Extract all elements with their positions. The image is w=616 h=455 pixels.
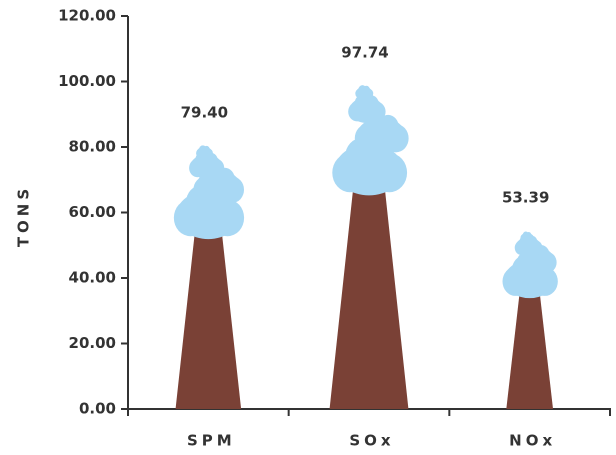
y-tick-label: 120.00: [58, 7, 116, 25]
x-tick-label: NOx: [509, 432, 556, 450]
x-tick-label: SPM: [187, 432, 236, 450]
chimney-body: [506, 286, 554, 409]
value-label: 97.74: [341, 43, 388, 61]
y-tick-label: 0.00: [79, 400, 116, 418]
y-tick-label: 80.00: [69, 138, 116, 156]
chimney: [502, 231, 558, 409]
chimney: [329, 85, 409, 409]
cloud-puff: [377, 114, 399, 140]
cloud-puff: [526, 231, 532, 239]
value-label: 79.40: [181, 103, 228, 121]
chimney-body: [329, 184, 409, 409]
x-tick-label: SOx: [349, 432, 394, 450]
cloud-puff: [363, 95, 379, 113]
value-label: 53.39: [502, 189, 549, 207]
cloud-puff: [203, 145, 210, 154]
y-axis-label: TONS: [15, 185, 33, 247]
y-tick-label: 40.00: [69, 269, 116, 287]
y-tick-label: 100.00: [58, 72, 116, 90]
chimney-body: [175, 226, 242, 409]
chimney: [173, 145, 245, 409]
y-tick-label: 20.00: [69, 334, 116, 352]
cloud-puff: [362, 85, 370, 94]
y-tick-label: 60.00: [69, 203, 116, 221]
